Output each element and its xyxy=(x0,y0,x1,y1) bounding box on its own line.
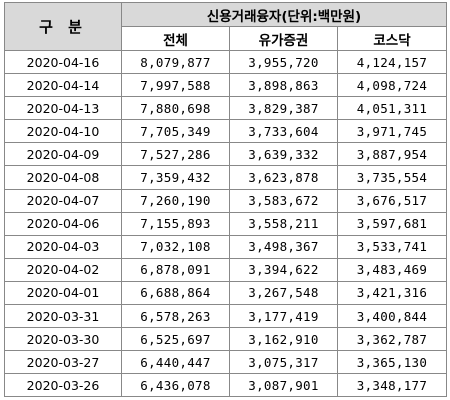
kosdaq-cell: 3,365,130 xyxy=(336,350,448,375)
kospi-cell: 3,733,604 xyxy=(229,119,338,144)
header-row-group: 구 분 신용거래융자(단위:백만원) xyxy=(4,2,448,51)
kosdaq-cell: 3,887,954 xyxy=(336,142,448,167)
date-cell: 2020-03-30 xyxy=(4,327,122,352)
table-row: 2020-04-13 7,880,698 3,829,387 4,051,311 xyxy=(4,96,448,121)
total-cell: 6,436,078 xyxy=(121,373,230,398)
total-cell: 7,997,588 xyxy=(121,73,230,98)
total-cell: 7,705,349 xyxy=(121,119,230,144)
total-cell: 6,878,091 xyxy=(121,257,230,282)
total-cell: 7,880,698 xyxy=(121,96,230,121)
total-cell: 7,359,432 xyxy=(121,165,230,190)
kosdaq-cell: 3,676,517 xyxy=(336,188,448,213)
kosdaq-cell: 3,362,787 xyxy=(336,327,448,352)
kosdaq-cell: 4,124,157 xyxy=(336,49,448,75)
table-row: 2020-04-16 8,079,877 3,955,720 4,124,157 xyxy=(4,49,448,75)
kosdaq-cell: 3,735,554 xyxy=(336,165,448,190)
total-cell: 7,260,190 xyxy=(121,188,230,213)
total-cell: 6,688,864 xyxy=(121,280,230,306)
date-cell: 2020-04-03 xyxy=(4,234,122,259)
kospi-cell: 3,583,672 xyxy=(229,188,338,213)
kospi-cell: 3,162,910 xyxy=(229,327,338,352)
table-row: 2020-04-09 7,527,286 3,639,332 3,887,954 xyxy=(4,142,448,167)
total-cell: 8,079,877 xyxy=(121,49,230,75)
kosdaq-cell: 3,597,681 xyxy=(336,211,448,236)
table-row: 2020-03-31 6,578,263 3,177,419 3,400,844 xyxy=(4,304,448,329)
date-cell: 2020-04-16 xyxy=(4,49,122,75)
table-row: 2020-03-30 6,525,697 3,162,910 3,362,787 xyxy=(4,327,448,352)
kospi-cell: 3,623,878 xyxy=(229,165,338,190)
kospi-cell: 3,829,387 xyxy=(229,96,338,121)
date-cell: 2020-04-13 xyxy=(4,96,122,121)
table-row: 2020-04-14 7,997,588 3,898,863 4,098,724 xyxy=(4,73,448,98)
kospi-cell: 3,639,332 xyxy=(229,142,338,167)
kosdaq-cell: 3,400,844 xyxy=(336,304,448,329)
table-row: 2020-03-26 6,436,078 3,087,901 3,348,177 xyxy=(4,373,448,398)
kospi-cell: 3,898,863 xyxy=(229,73,338,98)
table-row: 2020-04-01 6,688,864 3,267,548 3,421,316 xyxy=(4,280,448,306)
kospi-cell: 3,267,548 xyxy=(229,280,338,306)
table-row: 2020-04-08 7,359,432 3,623,878 3,735,554 xyxy=(4,165,448,190)
table-row: 2020-04-03 7,032,108 3,498,367 3,533,741 xyxy=(4,234,448,259)
date-cell: 2020-04-01 xyxy=(4,280,122,306)
table-row: 2020-04-07 7,260,190 3,583,672 3,676,517 xyxy=(4,188,448,213)
kosdaq-cell: 3,483,469 xyxy=(336,257,448,282)
total-cell: 7,155,893 xyxy=(121,211,230,236)
date-cell: 2020-03-26 xyxy=(4,373,122,398)
kosdaq-cell: 4,051,311 xyxy=(336,96,448,121)
column-header-kosdaq: 코스닥 xyxy=(336,26,448,51)
date-cell: 2020-04-02 xyxy=(4,257,122,282)
kospi-cell: 3,955,720 xyxy=(229,49,338,75)
column-header-kospi: 유가증권 xyxy=(229,26,338,51)
column-header-total: 전체 xyxy=(121,26,230,51)
date-cell: 2020-04-07 xyxy=(4,188,122,213)
kospi-cell: 3,558,211 xyxy=(229,211,338,236)
total-cell: 7,527,286 xyxy=(121,142,230,167)
date-cell: 2020-04-14 xyxy=(4,73,122,98)
kospi-cell: 3,087,901 xyxy=(229,373,338,398)
kosdaq-cell: 3,971,745 xyxy=(336,119,448,144)
date-cell: 2020-03-27 xyxy=(4,350,122,375)
kospi-cell: 3,177,419 xyxy=(229,304,338,329)
row-header-cell: 구 분 xyxy=(4,2,122,51)
kospi-cell: 3,394,622 xyxy=(229,257,338,282)
total-cell: 6,578,263 xyxy=(121,304,230,329)
date-cell: 2020-04-06 xyxy=(4,211,122,236)
credit-loan-table: 구 분 신용거래융자(단위:백만원) 전체 유가증권 코스닥 2020-04-1… xyxy=(4,2,448,398)
total-cell: 7,032,108 xyxy=(121,234,230,259)
total-cell: 6,440,447 xyxy=(121,350,230,375)
date-cell: 2020-04-08 xyxy=(4,165,122,190)
date-cell: 2020-03-31 xyxy=(4,304,122,329)
table-row: 2020-04-02 6,878,091 3,394,622 3,483,469 xyxy=(4,257,448,282)
kosdaq-cell: 3,533,741 xyxy=(336,234,448,259)
total-cell: 6,525,697 xyxy=(121,327,230,352)
table-row: 2020-04-10 7,705,349 3,733,604 3,971,745 xyxy=(4,119,448,144)
header-row-columns: 전체 유가증권 코스닥 xyxy=(5,26,448,51)
table-row: 2020-03-27 6,440,447 3,075,317 3,365,130 xyxy=(4,350,448,375)
group-header-cell: 신용거래융자(단위:백만원) xyxy=(120,2,448,27)
kospi-cell: 3,498,367 xyxy=(229,234,338,259)
kosdaq-cell: 3,348,177 xyxy=(336,373,448,398)
table-row: 2020-04-06 7,155,893 3,558,211 3,597,681 xyxy=(4,211,448,236)
kospi-cell: 3,075,317 xyxy=(229,350,338,375)
kosdaq-cell: 3,421,316 xyxy=(336,280,448,306)
date-cell: 2020-04-10 xyxy=(4,119,122,144)
date-cell: 2020-04-09 xyxy=(4,142,122,167)
kosdaq-cell: 4,098,724 xyxy=(336,73,448,98)
